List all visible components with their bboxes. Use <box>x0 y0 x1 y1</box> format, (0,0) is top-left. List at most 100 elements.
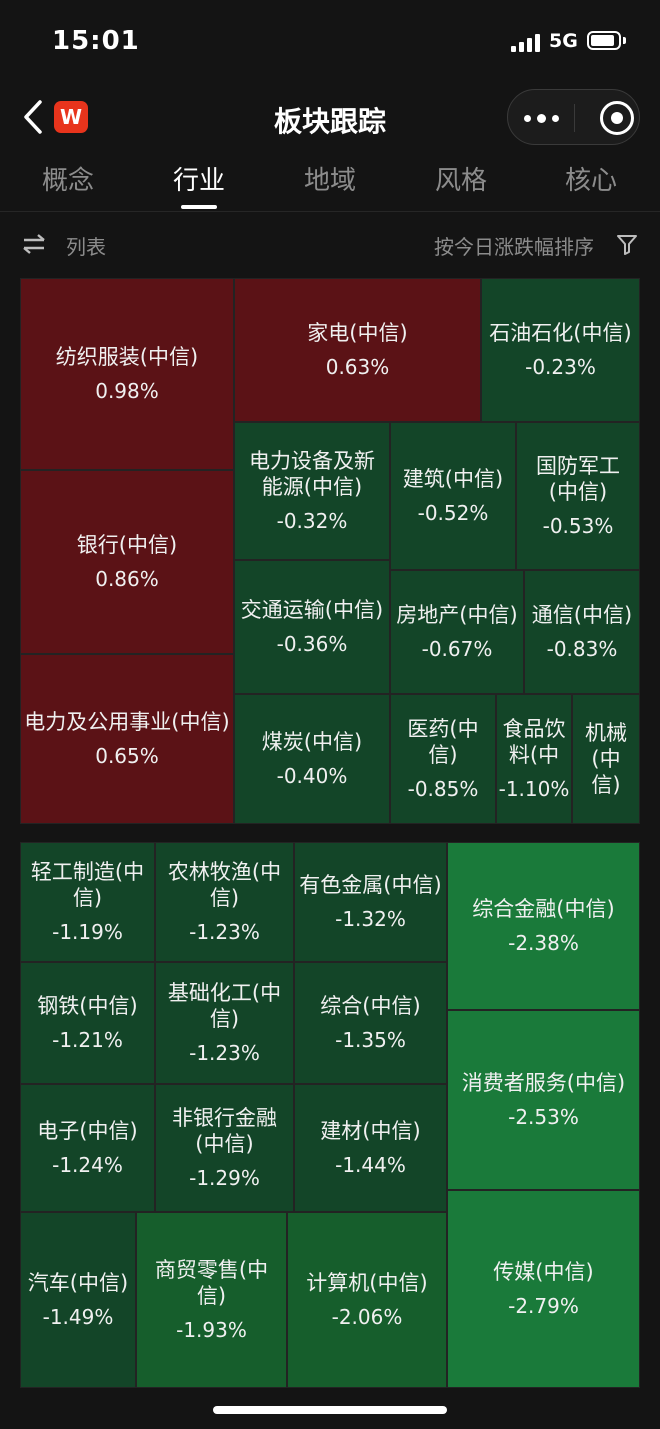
sector-change: -0.67% <box>421 637 493 661</box>
sector-tile[interactable]: 电力设备及新能源(中信) -0.32% <box>234 422 390 560</box>
sector-name: 消费者服务(中信) <box>461 1071 626 1095</box>
sector-tile[interactable]: 家电(中信) 0.63% <box>234 278 481 422</box>
filter-icon[interactable] <box>616 233 638 255</box>
sector-tile[interactable]: 通信(中信) -0.83% <box>524 570 640 694</box>
sector-name: 机械(中信) <box>585 721 627 797</box>
sector-name: 纺织服装(中信) <box>55 345 199 369</box>
tab-industry[interactable]: 行业 <box>172 166 225 196</box>
mini-program-capsule <box>507 89 640 145</box>
more-icon[interactable] <box>524 111 560 125</box>
sector-tile[interactable]: 有色金属(中信) -1.32% <box>294 842 447 962</box>
sector-change: -0.23% <box>525 355 596 379</box>
sector-change: -1.35% <box>335 1028 406 1052</box>
sector-tile[interactable]: 电力及公用事业(中信) 0.65% <box>20 654 234 824</box>
sector-tile[interactable]: 非银行金融(中信) -1.29% <box>155 1084 294 1212</box>
sector-tile[interactable]: 基础化工(中信) -1.23% <box>155 962 294 1084</box>
sector-name: 银行(中信) <box>76 533 178 557</box>
sector-change: -0.83% <box>546 637 618 661</box>
sector-change: -2.38% <box>508 931 579 955</box>
status-bar: 15:01 5G <box>0 0 660 80</box>
sector-name: 医药(中信) <box>407 717 479 767</box>
sector-change: -2.06% <box>331 1305 403 1329</box>
category-tabs: 概念 行业 地域 风格 核心 <box>0 160 660 210</box>
sector-tile[interactable]: 国防军工(中信) -0.53% <box>516 422 640 570</box>
sector-tile[interactable]: 煤炭(中信) -0.40% <box>234 694 390 824</box>
sector-change: 0.98% <box>95 379 159 403</box>
sector-change: -0.32% <box>276 509 348 533</box>
sector-name: 煤炭(中信) <box>261 730 363 754</box>
sector-name: 汽车(中信) <box>27 1271 129 1295</box>
sector-tile[interactable]: 房地产(中信) -0.67% <box>390 570 524 694</box>
sector-change: -1.21% <box>52 1028 123 1052</box>
battery-cap <box>623 37 626 44</box>
tab-concept[interactable]: 概念 <box>41 166 94 196</box>
sector-tile[interactable]: 银行(中信) 0.86% <box>20 470 234 654</box>
sector-name: 综合金融(中信) <box>472 897 615 921</box>
sector-change: -1.24% <box>52 1153 123 1177</box>
home-indicator <box>213 1406 447 1414</box>
sector-tile[interactable]: 电子(中信) -1.24% <box>20 1084 155 1212</box>
sector-tile[interactable]: 汽车(中信) -1.49% <box>20 1212 136 1388</box>
list-view-button[interactable]: 列表 <box>66 235 106 259</box>
sector-name: 电子(中信) <box>37 1119 138 1143</box>
sector-name: 钢铁(中信) <box>37 994 138 1018</box>
tab-core[interactable]: 核心 <box>564 166 617 196</box>
sector-change: 0.65% <box>95 744 159 768</box>
back-arrow-icon[interactable] <box>20 98 46 136</box>
sector-name: 房地产(中信) <box>396 603 518 627</box>
sector-tile[interactable]: 综合金融(中信) -2.38% <box>447 842 640 1010</box>
battery-icon <box>587 31 621 50</box>
sector-name: 轻工制造(中信) <box>30 860 145 910</box>
sector-name: 石油石化(中信) <box>489 321 632 345</box>
sector-name: 电力及公用事业(中信) <box>24 710 230 734</box>
sector-tile[interactable]: 综合(中信) -1.35% <box>294 962 447 1084</box>
app-logo: W <box>54 101 88 133</box>
sector-tile[interactable]: 石油石化(中信) -0.23% <box>481 278 640 422</box>
sector-change: -0.36% <box>276 632 348 656</box>
sector-name: 建材(中信) <box>320 1119 421 1143</box>
sector-tile[interactable]: 食品饮料(中信) -1.10% <box>496 694 572 824</box>
treemap-top-group: 纺织服装(中信) 0.98% 银行(中信) 0.86% 电力及公用事业(中信) 0.6… <box>20 278 640 824</box>
sector-change: -1.23% <box>189 920 260 944</box>
sector-name: 交通运输(中信) <box>240 598 384 622</box>
sector-tile[interactable]: 轻工制造(中信) -1.19% <box>20 842 155 962</box>
sector-change: -2.53% <box>508 1105 579 1129</box>
status-time: 15:01 <box>52 26 140 56</box>
sector-change: -1.44% <box>335 1153 406 1177</box>
tab-region[interactable]: 地域 <box>303 166 356 196</box>
sector-change: -2.79% <box>508 1294 579 1318</box>
sector-change: -1.19% <box>52 920 123 944</box>
swap-icon[interactable] <box>22 233 46 255</box>
sector-tile[interactable]: 消费者服务(中信) -2.53% <box>447 1010 640 1190</box>
page-title: 板块跟踪 <box>273 105 386 138</box>
signal-icon <box>511 34 541 52</box>
sector-tile[interactable]: 计算机(中信) -2.06% <box>287 1212 447 1388</box>
sector-change: -0.52% <box>417 501 489 525</box>
sector-change: -1.23% <box>189 1041 260 1065</box>
sector-change: -0.40% <box>276 764 348 788</box>
sector-change: -1.32% <box>335 907 406 931</box>
sector-tile[interactable]: 医药(中信) -0.85% <box>390 694 496 824</box>
sector-tile[interactable]: 机械(中信) <box>572 694 640 824</box>
tab-style[interactable]: 风格 <box>434 166 487 196</box>
sector-tile[interactable]: 纺织服装(中信) 0.98% <box>20 278 234 470</box>
sector-name: 电力设备及新能源(中信) <box>249 449 375 499</box>
close-target-icon[interactable] <box>600 101 634 135</box>
sector-tile[interactable]: 商贸零售(中信) -1.93% <box>136 1212 287 1388</box>
sector-change: 0.86% <box>95 567 159 591</box>
sector-change: -1.93% <box>176 1318 247 1342</box>
sort-label[interactable]: 按今日涨跌幅排序 <box>434 235 594 259</box>
sector-change: -1.29% <box>189 1166 260 1190</box>
sector-tile[interactable]: 农林牧渔(中信) -1.23% <box>155 842 294 962</box>
sector-tile[interactable]: 传媒(中信) -2.79% <box>447 1190 640 1388</box>
network-label: 5G <box>549 30 578 52</box>
sector-tile[interactable]: 交通运输(中信) -0.36% <box>234 560 390 694</box>
sector-change: 0.63% <box>325 355 390 379</box>
sector-name: 家电(中信) <box>307 321 408 345</box>
sector-change: -1.49% <box>42 1305 114 1329</box>
sector-tile[interactable]: 建筑(中信) -0.52% <box>390 422 516 570</box>
sector-change: -0.53% <box>542 514 614 538</box>
sector-tile[interactable]: 钢铁(中信) -1.21% <box>20 962 155 1084</box>
sector-tile[interactable]: 建材(中信) -1.44% <box>294 1084 447 1212</box>
battery-fill <box>591 35 614 46</box>
